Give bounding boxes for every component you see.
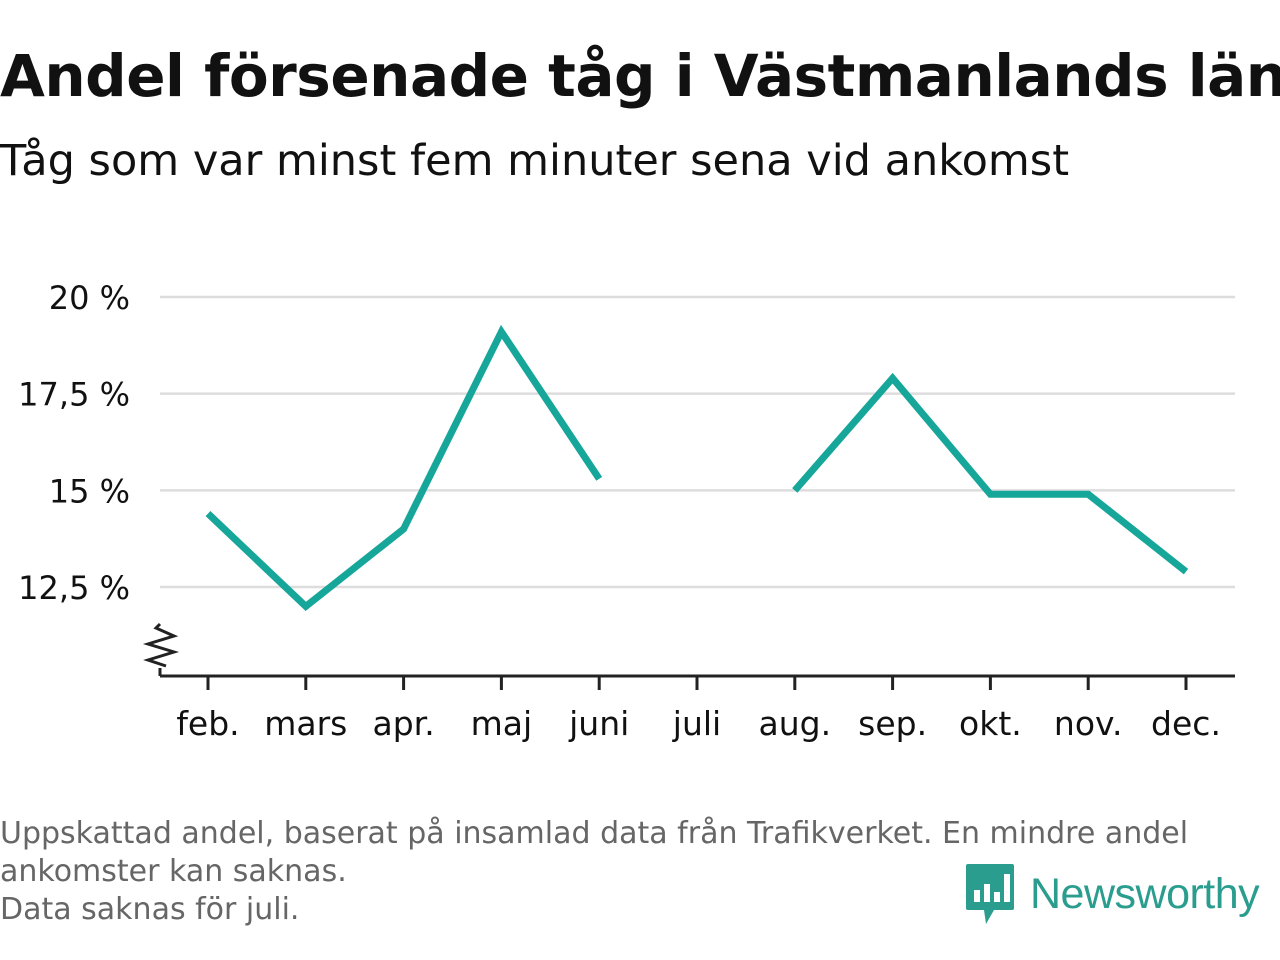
x-tick-label: aug.: [759, 704, 832, 743]
footnote: Uppskattad andel, baserat på insamlad da…: [0, 815, 1260, 929]
series-line-segment: [792, 372, 1189, 575]
y-tick-label: 15 %: [49, 472, 130, 510]
x-tick-label: sep.: [858, 704, 927, 743]
newsworthy-logo-icon: [966, 864, 1014, 924]
x-tick-label: juni: [568, 704, 629, 743]
chart-subtitle: Tåg som var minst fem minuter sena vid a…: [0, 136, 1070, 186]
y-tick-label: 20 %: [49, 279, 130, 317]
chart-title: Andel försenade tåg i Västmanlands län: [0, 42, 1280, 110]
series-lines: [205, 324, 1189, 612]
x-tick-label: feb.: [176, 704, 239, 743]
x-tick-label: maj: [471, 704, 533, 743]
x-axis-tick-labels: feb. mars apr. maj juni juli aug. sep. okt. nov. d…: [176, 704, 1221, 743]
newsworthy-logo: Newsworthy: [964, 862, 1260, 926]
series-line-segment: [205, 324, 603, 612]
footnote-line: Data saknas för juli.: [0, 892, 300, 927]
axis-break-icon: [142, 622, 180, 668]
x-tick-label: apr.: [372, 704, 434, 743]
x-tick-label: mars: [264, 704, 347, 743]
x-tick-label: dec.: [1151, 704, 1221, 743]
x-axis: [142, 622, 1235, 690]
x-tick-label: okt.: [959, 704, 1022, 743]
footnote-line: Uppskattad andel, baserat på insamlad da…: [0, 816, 1189, 851]
y-axis-tick-labels: 12,5 % 15 % 17,5 % 20 %: [18, 279, 130, 607]
line-chart: 12,5 % 15 % 17,5 % 20 % feb. mars apr. maj juni…: [18, 279, 1235, 743]
y-tick-label: 12,5 %: [18, 569, 130, 607]
brand-name: Newsworthy: [1030, 869, 1260, 918]
y-tick-label: 17,5 %: [18, 376, 130, 414]
x-tick-label: nov.: [1054, 704, 1123, 743]
footnote-line: ankomster kan saknas.: [0, 854, 347, 889]
gridlines: [160, 295, 1235, 589]
x-tick-label: juli: [672, 704, 721, 743]
